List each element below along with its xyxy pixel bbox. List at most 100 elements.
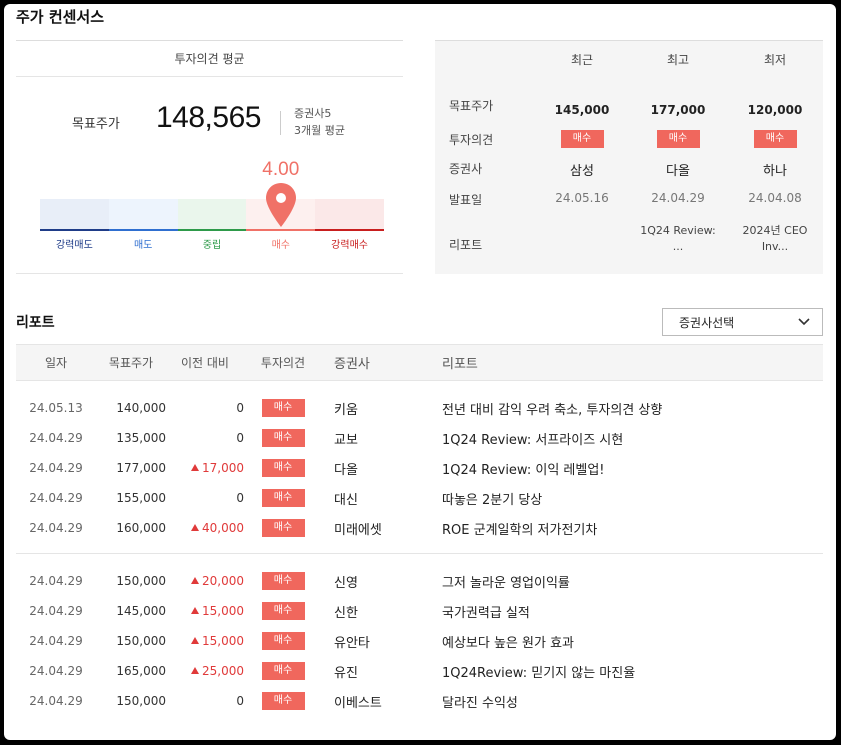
- opinion-score: 4.00: [262, 159, 300, 180]
- report-date: 24.04.29: [29, 664, 83, 678]
- report-title-link[interactable]: 예상보다 높은 원가 효과: [442, 635, 574, 651]
- comparison-header: 최저: [763, 53, 787, 67]
- report-target-price: 165,000: [116, 664, 166, 678]
- report-opinion: 매수: [244, 602, 322, 620]
- table-row[interactable]: 24.04.29 150,000 15,000 매수 유안타 예상보다 높은 원가 효과: [16, 626, 823, 656]
- report-target-price: 177,000: [116, 461, 166, 475]
- col-price: 목표주가: [108, 356, 154, 370]
- col-opinion: 투자의견: [260, 356, 306, 370]
- report-date: 24.04.29: [29, 521, 83, 535]
- gauge-segment: [315, 199, 384, 231]
- report-broker: 키움: [334, 402, 358, 418]
- table-row[interactable]: 24.04.29 150,000 0 매수 이베스트 달라진 수익성: [16, 686, 823, 716]
- comparison-row-label: 발표일: [449, 193, 483, 207]
- report-change: 0: [166, 491, 244, 505]
- comparison-opinion: 매수: [735, 130, 815, 148]
- report-broker: 이베스트: [334, 695, 382, 711]
- report-title-link[interactable]: 1Q24 Review: 서프라이즈 시현: [442, 432, 624, 448]
- table-row[interactable]: 24.05.13 140,000 0 매수 키움 전년 대비 감익 우려 축소, 투자의견…: [16, 393, 823, 423]
- report-target-price: 135,000: [116, 431, 166, 445]
- comparison-report-link[interactable]: 1Q24 Review: ...: [640, 224, 716, 253]
- table-row[interactable]: 24.04.29 150,000 20,000 매수 신영 그저 놀라운 영업이익률: [16, 566, 823, 596]
- comparison-report-link[interactable]: 2024년 CEO Inv...: [742, 224, 808, 253]
- report-opinion: 매수: [244, 632, 322, 650]
- col-report: 리포트: [442, 357, 478, 372]
- gauge-labels: 강력매도 매도 중립 매수 강력매수: [40, 236, 384, 251]
- target-meta: 증권사5 3개월 평균: [294, 105, 345, 139]
- table-row[interactable]: 24.04.29 135,000 0 매수 교보 1Q24 Review: 서프라이즈 시…: [16, 423, 823, 453]
- comparison-date: 24.04.29: [651, 191, 705, 205]
- report-title-link[interactable]: 전년 대비 감익 우려 축소, 투자의견 상향: [442, 402, 663, 418]
- gauge-label: 매수: [271, 240, 290, 251]
- col-change: 이전 대비: [181, 356, 229, 370]
- broker-select[interactable]: 증권사선택: [662, 308, 823, 336]
- reports-title: 리포트: [16, 315, 55, 331]
- report-target-price: 140,000: [116, 401, 166, 415]
- consensus-summary-panel: 투자의견 평균 목표주가 148,565 증권사5 3개월 평균 4.00 강력…: [16, 40, 403, 274]
- up-triangle-icon: [191, 637, 199, 644]
- comparison-target-price: 177,000: [650, 103, 706, 117]
- table-row[interactable]: 24.04.29 160,000 40,000 매수 미래에셋 ROE 군계일학의 저가전…: [16, 513, 823, 543]
- comparison-broker: 삼성: [570, 164, 594, 179]
- comparison-row-label: 증권사: [449, 162, 483, 176]
- divider: [16, 553, 823, 554]
- broker-count: 증권사5: [294, 107, 332, 120]
- comparison-broker: 다올: [666, 164, 690, 179]
- gauge-label: 매도: [133, 240, 153, 251]
- report-change: 25,000: [166, 664, 244, 678]
- report-target-price: 150,000: [116, 574, 166, 588]
- table-row[interactable]: 24.04.29 145,000 15,000 매수 신한 국가권력급 실적: [16, 596, 823, 626]
- table-row[interactable]: 24.04.29 165,000 25,000 매수 유진 1Q24Review: 믿기지…: [16, 656, 823, 686]
- gauge-label: 강력매도: [55, 240, 93, 251]
- report-date: 24.04.29: [29, 491, 83, 505]
- report-title-link[interactable]: 그저 놀라운 영업이익률: [442, 575, 570, 591]
- opinion-badge: 매수: [261, 489, 305, 507]
- report-title-link[interactable]: 1Q24Review: 믿기지 않는 마진율: [442, 665, 636, 681]
- report-change: 40,000: [166, 521, 244, 535]
- report-target-price: 160,000: [116, 521, 166, 535]
- table-header: 일자 목표주가 이전 대비 투자의견 증권사 리포트: [16, 344, 823, 381]
- report-date: 24.04.29: [29, 461, 83, 475]
- report-broker: 다올: [334, 462, 358, 478]
- comparison-date: 24.04.08: [748, 191, 802, 205]
- up-triangle-icon: [191, 577, 199, 584]
- report-title-link[interactable]: 따놓은 2분기 당상: [442, 492, 543, 508]
- report-change-value: 15,000: [202, 604, 244, 618]
- report-title-link[interactable]: 달라진 수익성: [442, 695, 518, 711]
- divider: [280, 111, 281, 135]
- comparison-date: 24.05.16: [555, 191, 609, 205]
- section-title: 주가 컨센서스: [16, 8, 105, 26]
- report-table: 일자 목표주가 이전 대비 투자의견 증권사 리포트 24.05.13 140,0…: [16, 344, 823, 716]
- up-triangle-icon: [191, 524, 199, 531]
- table-row[interactable]: 24.04.29 155,000 0 매수 대신 따놓은 2분기 당상: [16, 483, 823, 513]
- report-title-link[interactable]: ROE 군계일학의 저가전기차: [442, 522, 598, 538]
- report-opinion: 매수: [244, 489, 322, 507]
- gauge-segment: [40, 199, 109, 231]
- comparison-opinion: 매수: [638, 130, 718, 148]
- report-opinion: 매수: [244, 429, 322, 447]
- report-broker: 대신: [334, 492, 358, 508]
- comparison-row-label: 목표주가: [449, 99, 494, 113]
- opinion-badge: 매수: [261, 459, 305, 477]
- gauge-pin-icon: [265, 183, 296, 227]
- report-title-link[interactable]: 1Q24 Review: 이익 레벨업!: [442, 462, 605, 478]
- comparison-target-price: 120,000: [747, 103, 803, 117]
- comparison-target-price: 145,000: [554, 103, 610, 117]
- report-change-value: 25,000: [202, 664, 244, 678]
- report-date: 24.04.29: [29, 604, 83, 618]
- table-row[interactable]: 24.04.29 177,000 17,000 매수 다올 1Q24 Review: 이익…: [16, 453, 823, 483]
- report-date: 24.04.29: [29, 634, 83, 648]
- report-date: 24.05.13: [29, 401, 83, 415]
- consensus-comparison-panel: 최근 최고 최저 목표주가 투자의견 증권사 발표일 리포트 145,000 매수 삼성 24.05.…: [435, 40, 823, 274]
- opinion-badge: 매수: [261, 662, 305, 680]
- report-change: 0: [166, 401, 244, 415]
- report-title-link[interactable]: 국가권력급 실적: [442, 605, 530, 621]
- report-change: 0: [166, 431, 244, 445]
- broker-select-label: 증권사선택: [679, 316, 735, 330]
- report-change-value: 0: [236, 491, 244, 505]
- report-target-price: 150,000: [116, 694, 166, 708]
- report-target-price: 155,000: [116, 491, 166, 505]
- report-change-value: 15,000: [202, 634, 244, 648]
- comparison-row-label: 리포트: [449, 238, 483, 252]
- report-change-value: 40,000: [202, 521, 244, 535]
